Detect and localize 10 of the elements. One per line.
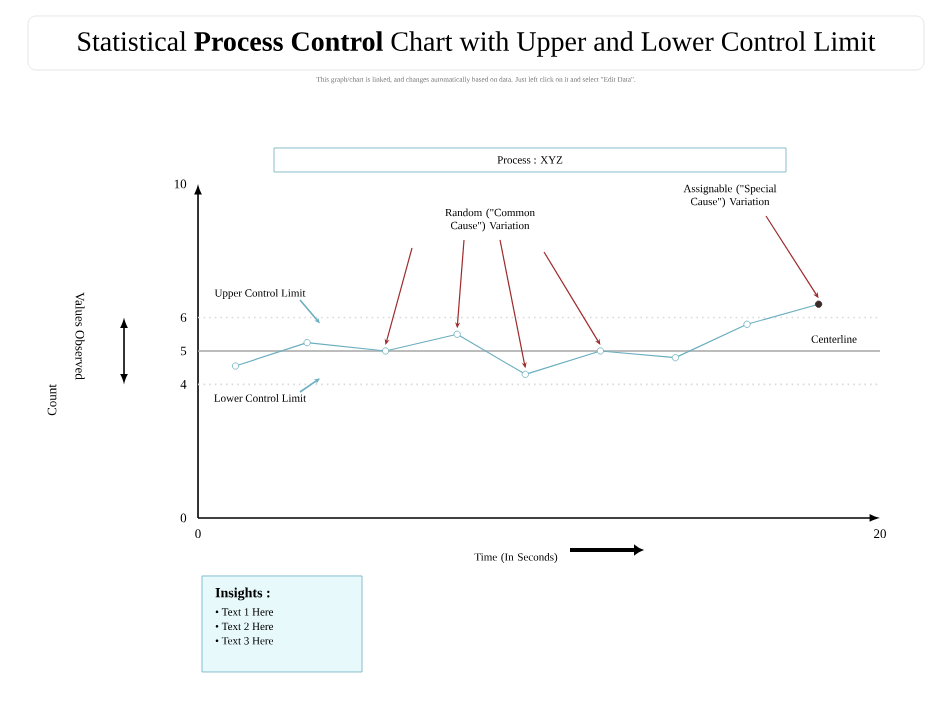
- chart-title: Statistical Process Control Chart with Upper and Lower Control Limit: [78, 31, 876, 57]
- point: [596, 347, 604, 355]
- point: [671, 354, 679, 362]
- point: [381, 347, 390, 355]
- point: [231, 362, 240, 370]
- point: [743, 320, 751, 328]
- point: [521, 370, 529, 378]
- point: [303, 339, 311, 347]
- point: [453, 330, 461, 338]
- point: [815, 300, 823, 308]
